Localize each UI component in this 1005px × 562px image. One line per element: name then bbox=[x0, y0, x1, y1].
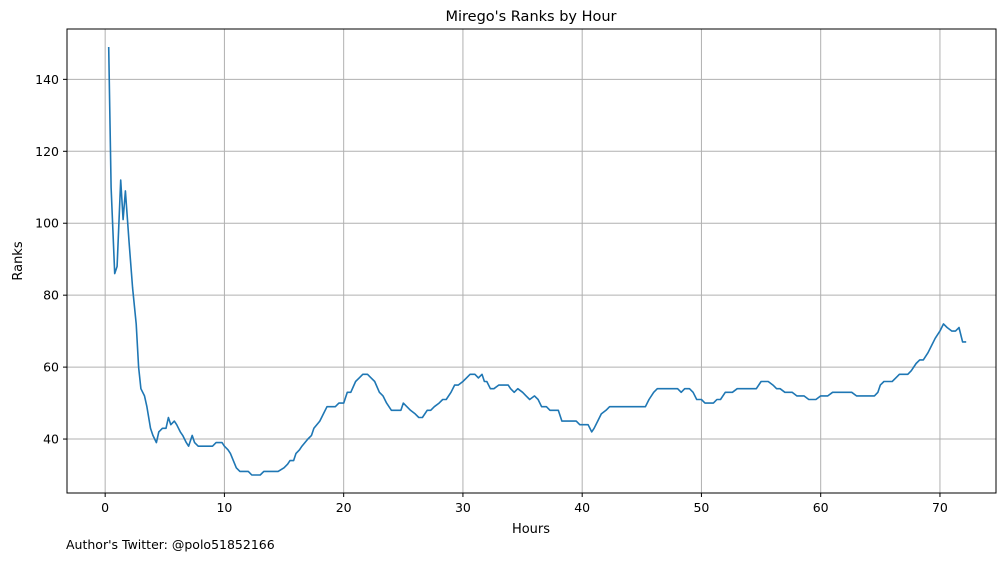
x-tick-label: 30 bbox=[455, 500, 471, 515]
grid-layer bbox=[67, 29, 996, 493]
y-tick-label: 80 bbox=[43, 288, 59, 303]
y-tick-label: 120 bbox=[35, 144, 59, 159]
x-tick-label: 20 bbox=[336, 500, 352, 515]
series-layer bbox=[107, 46, 967, 476]
y-tick-label: 60 bbox=[43, 360, 59, 375]
x-tick-label: 0 bbox=[101, 500, 109, 515]
plot-area-frame bbox=[66, 28, 997, 494]
x-axis-label: Hours bbox=[512, 522, 550, 537]
y-axis-label: Ranks bbox=[11, 241, 26, 280]
y-tick-label: 40 bbox=[43, 432, 59, 447]
y-tick-label: 100 bbox=[35, 216, 59, 231]
x-tick-label: 10 bbox=[216, 500, 232, 515]
x-tick-label: 50 bbox=[693, 500, 709, 515]
x-tick-label: 40 bbox=[574, 500, 590, 515]
chart-title: Mirego's Ranks by Hour bbox=[445, 9, 616, 25]
x-tick-label: 70 bbox=[932, 500, 948, 515]
author-credit: Author's Twitter: @polo51852166 bbox=[66, 537, 275, 552]
tick-layer: 0 10 20 30 40 50 60 70 40 60 80 100 120 140 bbox=[35, 72, 948, 515]
rank-line bbox=[107, 46, 967, 476]
y-tick-label: 140 bbox=[35, 72, 59, 87]
x-tick-label: 60 bbox=[813, 500, 829, 515]
